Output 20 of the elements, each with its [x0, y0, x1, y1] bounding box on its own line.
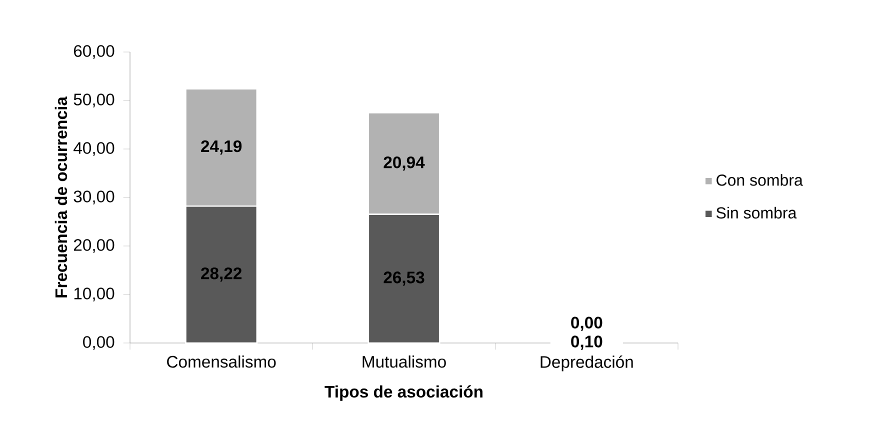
y-tick-label: 40,00	[74, 142, 114, 156]
x-axis-title: Tipos de asociación	[324, 385, 482, 401]
y-tick-label: 20,00	[74, 239, 114, 253]
y-tick-label: 10,00	[74, 288, 114, 302]
y-tick-label: 60,00	[74, 45, 114, 59]
y-tick-label: 30,00	[74, 190, 114, 204]
x-tick-label: Comensalismo	[167, 355, 276, 368]
x-tick-label: Mutualismo	[362, 355, 446, 368]
data-label: 0,00	[571, 316, 602, 331]
data-label: 24,19	[201, 140, 242, 155]
data-label: 26,53	[384, 272, 424, 286]
legend-label: Sin sombra	[716, 206, 797, 219]
data-label: 28,22	[201, 267, 242, 282]
data-label: 20,94	[384, 156, 425, 171]
y-tick-label: 0,00	[83, 336, 114, 350]
x-tick-label: Depredación	[540, 355, 633, 372]
data-label: 0,10	[571, 336, 602, 350]
y-tick-label: 50,00	[74, 94, 114, 108]
y-axis-title: Frecuencia de ocurrencia	[54, 96, 68, 298]
legend-label: Con sombra	[716, 174, 803, 186]
